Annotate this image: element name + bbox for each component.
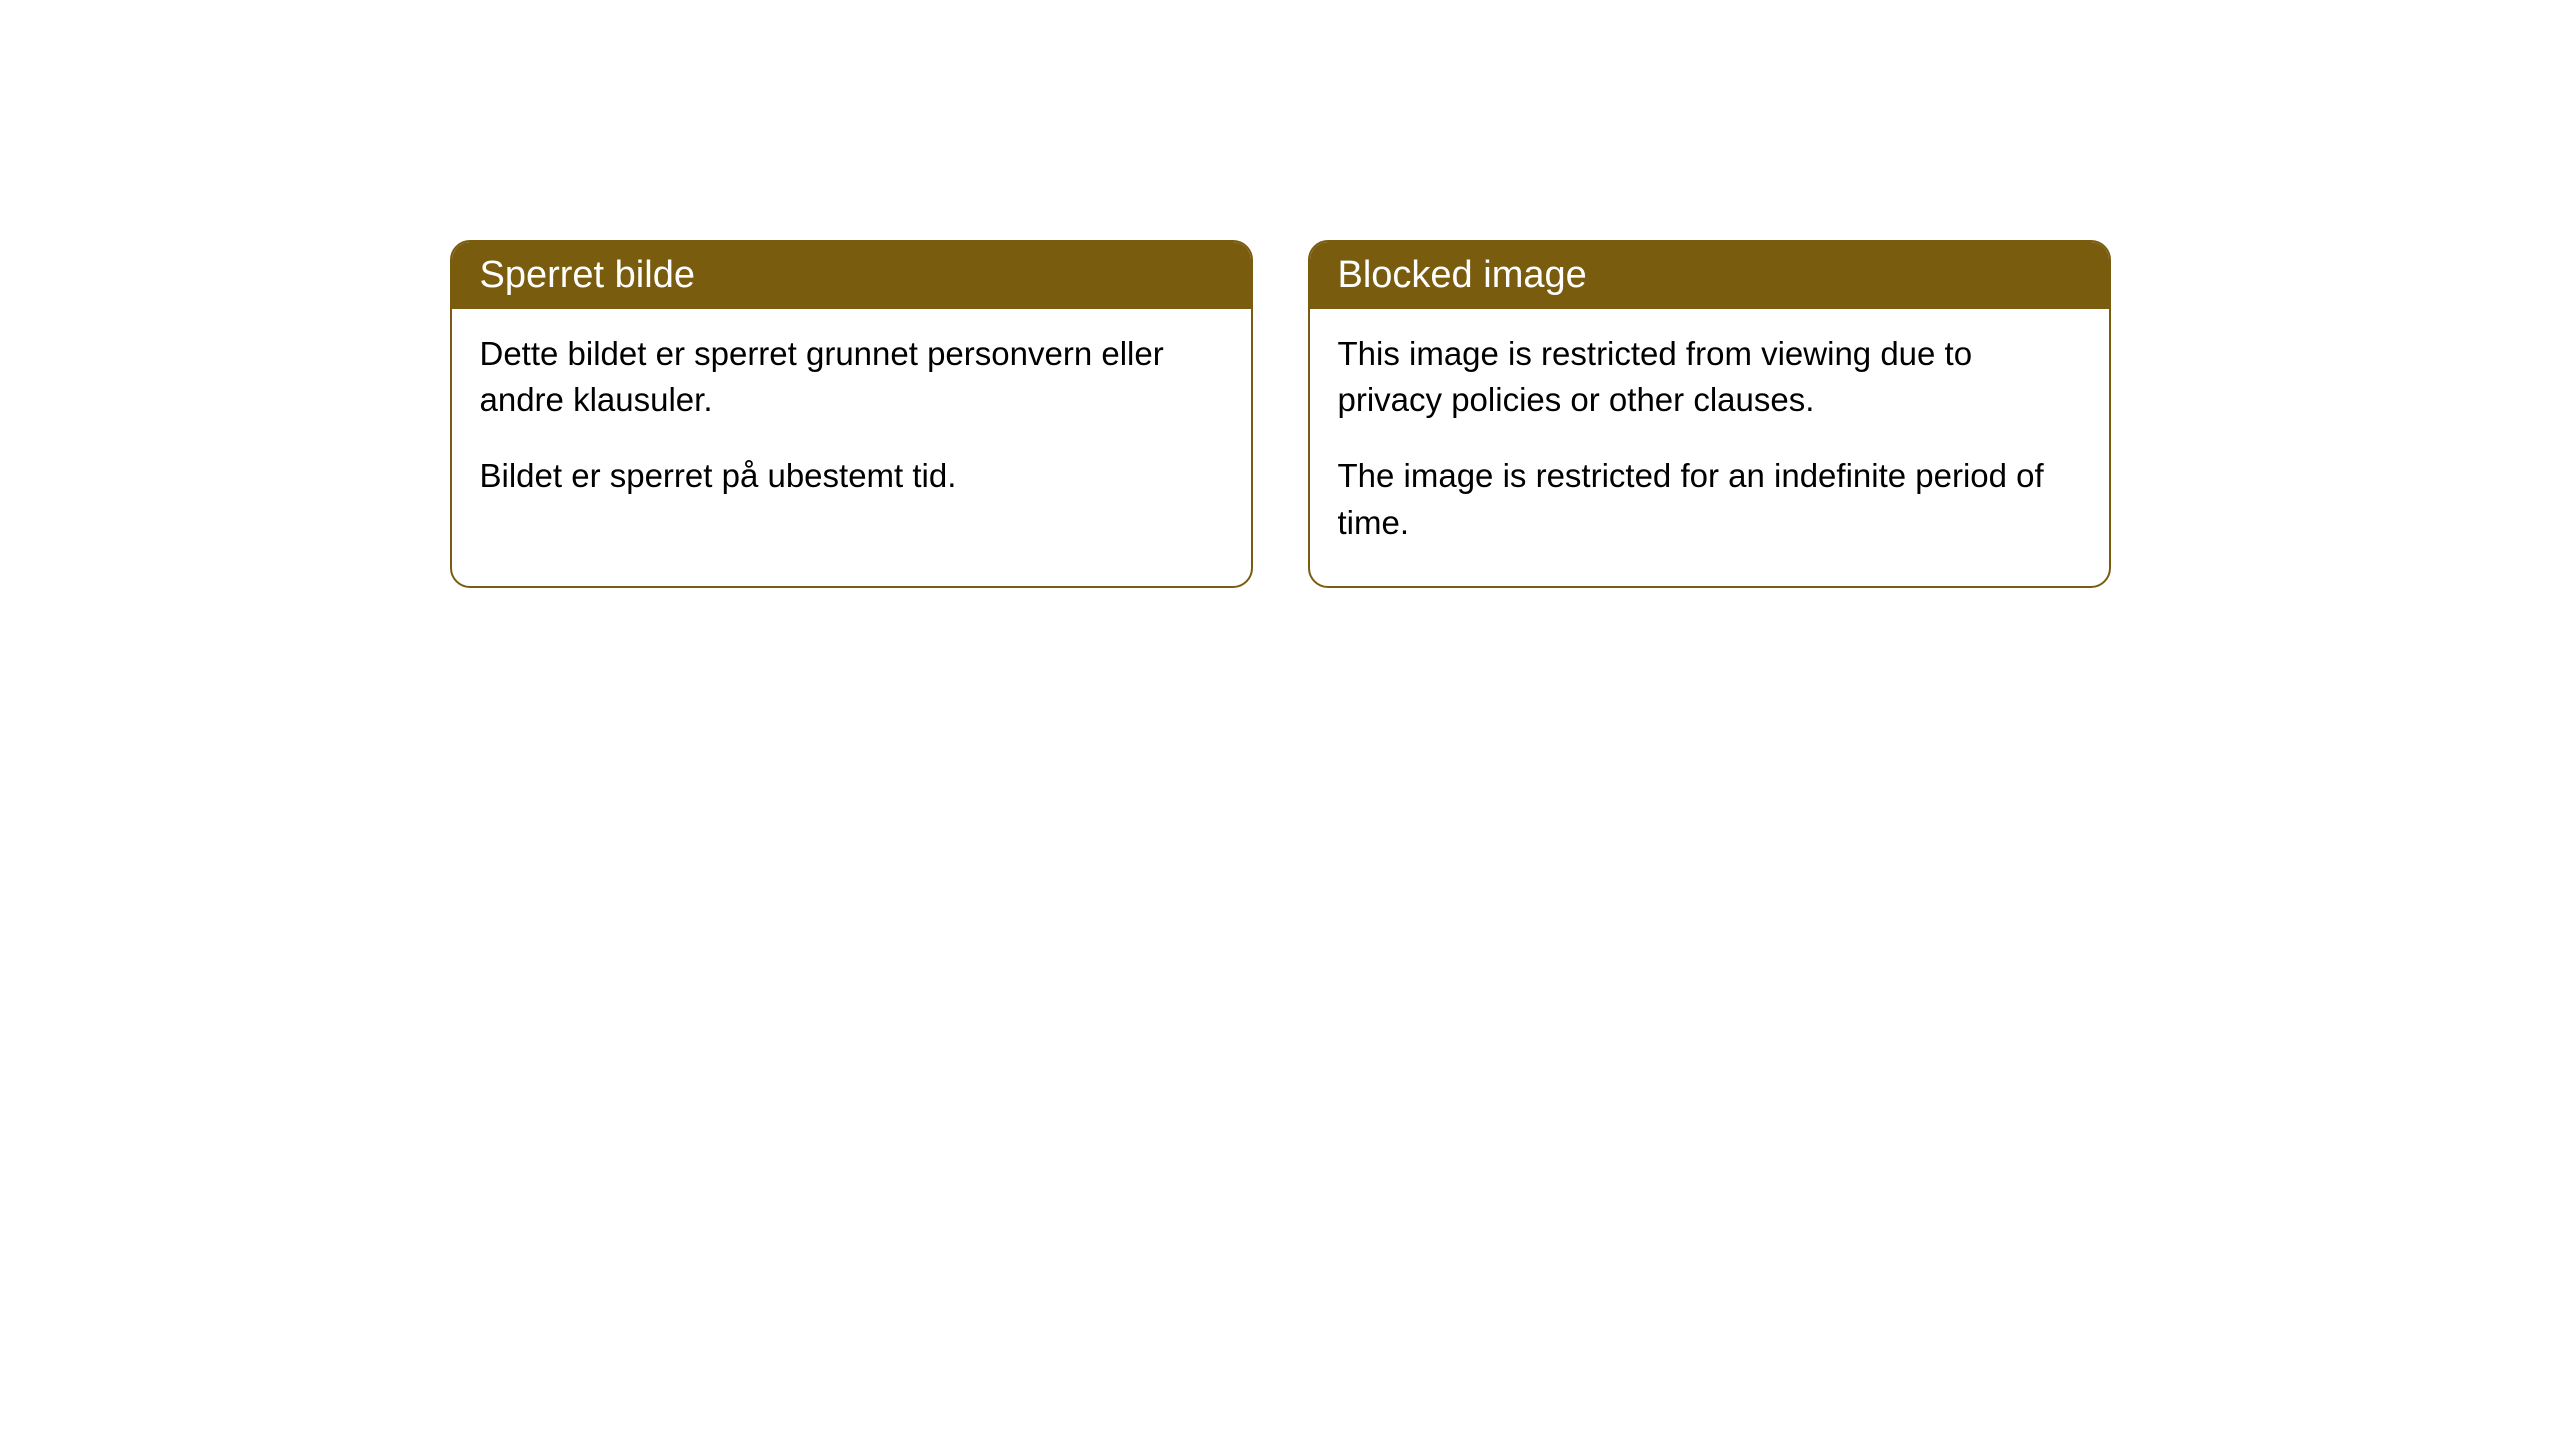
- card-body-english: This image is restricted from viewing du…: [1310, 309, 2109, 586]
- card-body-norwegian: Dette bildet er sperret grunnet personve…: [452, 309, 1251, 540]
- blocked-image-card-norwegian: Sperret bilde Dette bildet er sperret gr…: [450, 240, 1253, 588]
- blocked-image-card-english: Blocked image This image is restricted f…: [1308, 240, 2111, 588]
- cards-container: Sperret bilde Dette bildet er sperret gr…: [0, 240, 2560, 588]
- card-header-english: Blocked image: [1310, 242, 2109, 309]
- card-paragraph: Bildet er sperret på ubestemt tid.: [480, 453, 1223, 499]
- card-paragraph: Dette bildet er sperret grunnet personve…: [480, 331, 1223, 423]
- card-paragraph: This image is restricted from viewing du…: [1338, 331, 2081, 423]
- card-paragraph: The image is restricted for an indefinit…: [1338, 453, 2081, 545]
- card-header-norwegian: Sperret bilde: [452, 242, 1251, 309]
